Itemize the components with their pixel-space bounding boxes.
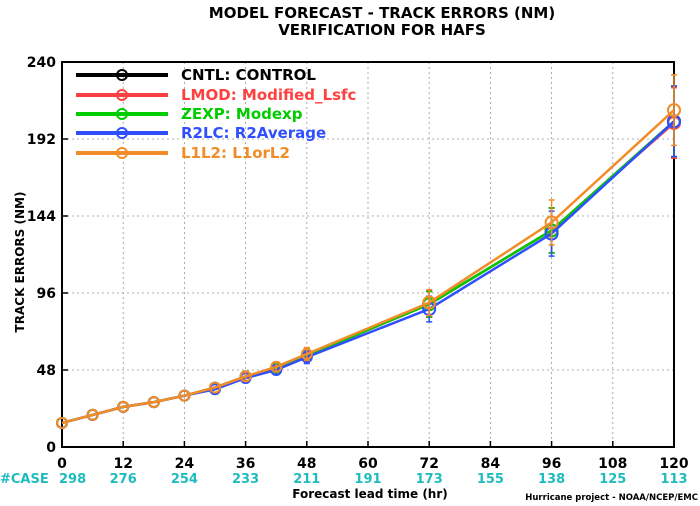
data-point bbox=[86, 408, 99, 421]
series-0 bbox=[56, 85, 681, 429]
case-count: 191 bbox=[354, 472, 381, 487]
y-tick-label: 192 bbox=[27, 132, 56, 148]
x-tick-label: 12 bbox=[113, 456, 132, 472]
legend-label: R2LC: R2Average bbox=[181, 124, 326, 142]
case-count: 233 bbox=[232, 472, 259, 487]
x-tick-label: 108 bbox=[598, 456, 627, 472]
y-tick-label: 144 bbox=[27, 209, 56, 225]
legend-marker bbox=[116, 127, 128, 139]
legend-marker bbox=[116, 147, 128, 159]
legend-label: L1L2: L1orL2 bbox=[181, 144, 290, 162]
data-point bbox=[56, 416, 68, 429]
case-count: 155 bbox=[477, 472, 504, 487]
case-label: #CASE bbox=[0, 472, 49, 487]
case-count: 276 bbox=[110, 472, 137, 487]
legend-item-3: R2LC: R2Average bbox=[76, 124, 326, 142]
x-tick-label: 72 bbox=[419, 456, 438, 472]
chart-subtitle: VERIFICATION FOR HAFS bbox=[278, 21, 486, 39]
case-count: 173 bbox=[416, 472, 443, 487]
legend-marker bbox=[116, 89, 128, 101]
data-point bbox=[667, 103, 681, 118]
data-point bbox=[544, 215, 559, 230]
legend-item-2: ZEXP: Modexp bbox=[76, 105, 303, 123]
x-axis-ticks: 0 12 24 36 48 60 72 84 96 108 120 bbox=[57, 441, 689, 472]
legend-label: LMOD: Modified_Lsfc bbox=[181, 86, 356, 104]
y-tick-label: 96 bbox=[37, 286, 56, 302]
legend-item-4: L1L2: L1orL2 bbox=[76, 144, 290, 162]
x-tick-label: 0 bbox=[57, 456, 67, 472]
data-point bbox=[178, 389, 191, 402]
y-axis-label: TRACK ERRORS (NM) bbox=[13, 192, 27, 333]
data-point bbox=[422, 295, 437, 310]
data-point bbox=[209, 381, 221, 394]
series-3 bbox=[56, 85, 681, 429]
case-count: 138 bbox=[538, 472, 565, 487]
legend-marker bbox=[116, 69, 128, 81]
legend-label: CNTL: CONTROL bbox=[181, 66, 316, 84]
data-point bbox=[239, 370, 252, 383]
series-2 bbox=[56, 85, 681, 429]
case-count: 254 bbox=[171, 472, 198, 487]
x-tick-label: 96 bbox=[542, 456, 561, 472]
chart-title: MODEL FORECAST - TRACK ERRORS (NM) bbox=[209, 4, 555, 22]
data-point bbox=[270, 360, 283, 373]
legend-item-0: CNTL: CONTROL bbox=[76, 66, 316, 84]
y-tick-label: 0 bbox=[46, 440, 56, 456]
plot-frame bbox=[61, 61, 675, 448]
data-point bbox=[300, 347, 313, 360]
x-tick-label: 48 bbox=[297, 456, 316, 472]
case-count: 211 bbox=[293, 472, 320, 487]
x-tick-label: 36 bbox=[236, 456, 255, 472]
legend-marker bbox=[116, 108, 128, 120]
case-count: 113 bbox=[660, 472, 687, 487]
case-count: 125 bbox=[599, 472, 626, 487]
y-axis-ticks: 0 48 96 144 192 240 bbox=[27, 55, 68, 456]
y-tick-label: 48 bbox=[37, 363, 56, 379]
series-group bbox=[56, 74, 681, 429]
legend-label: ZEXP: Modexp bbox=[181, 105, 303, 123]
series-4 bbox=[56, 74, 681, 429]
x-tick-label: 120 bbox=[659, 456, 688, 472]
y-tick-label: 240 bbox=[27, 55, 56, 71]
x-axis-label: Forecast lead time (hr) bbox=[292, 487, 448, 501]
x-tick-label: 24 bbox=[175, 456, 195, 472]
credit-text: Hurricane project - NOAA/NCEP/EMC bbox=[525, 493, 698, 503]
x-tick-label: 60 bbox=[358, 456, 378, 472]
case-counts: #CASE 298 276 254 233 211 191 173 155 138 125 113 bbox=[0, 472, 688, 487]
data-point bbox=[117, 400, 130, 413]
legend-item-1: LMOD: Modified_Lsfc bbox=[76, 86, 356, 104]
x-tick-label: 84 bbox=[481, 456, 501, 472]
grid-lines bbox=[62, 62, 674, 447]
case-count: 298 bbox=[59, 472, 86, 487]
data-point bbox=[147, 396, 160, 409]
